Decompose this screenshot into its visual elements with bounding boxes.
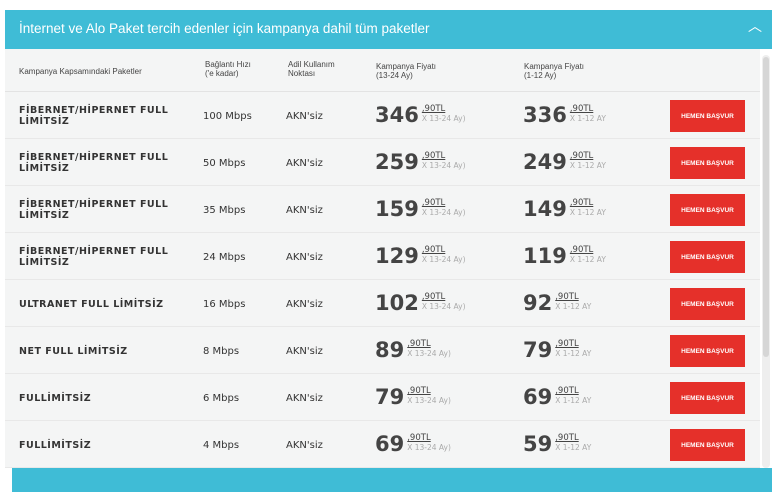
price-p2: 336,90TL X 1-12 AY xyxy=(523,103,606,127)
table-row: ULTRANET FULL LİMİTSİZ 16 Mbps AKN'siz 1… xyxy=(5,280,760,327)
chevron-up-icon[interactable]: ︿ xyxy=(748,18,762,34)
apply-button[interactable]: HEMEN BAŞVUR xyxy=(670,429,745,461)
speed: 35 Mbps xyxy=(203,205,246,216)
apply-button[interactable]: HEMEN BAŞVUR xyxy=(670,147,745,179)
price-p1: 69,90TL X 13-24 Ay) xyxy=(375,432,451,456)
akn: AKN'siz xyxy=(286,252,323,263)
col-price-1-12: Kampanya Fiyatı (1-12 Ay) xyxy=(524,62,585,80)
table-row: FULLİMİTSİZ 6 Mbps AKN'siz 79,90TL X 13-2… xyxy=(5,374,760,421)
package-name: FİBERNET/HİPERNET FULL LİMİTSİZ xyxy=(19,152,169,174)
akn: AKN'siz xyxy=(286,346,323,357)
speed: 24 Mbps xyxy=(203,252,246,263)
akn: AKN'siz xyxy=(286,205,323,216)
package-name: FULLİMİTSİZ xyxy=(19,393,92,404)
akn: AKN'siz xyxy=(286,440,323,451)
package-name: NET FULL LİMİTSİZ xyxy=(19,346,128,357)
price-p2: 149,90TL X 1-12 AY xyxy=(523,197,606,221)
table-row: FULLİMİTSİZ 4 Mbps AKN'siz 69,90TL X 13-2… xyxy=(5,421,760,468)
apply-button[interactable]: HEMEN BAŞVUR xyxy=(670,241,745,273)
col-package: Kampanya Kapsamındaki Paketler xyxy=(19,67,142,76)
price-p1: 89,90TL X 13-24 Ay) xyxy=(375,338,451,362)
price-p2: 119,90TL X 1-12 AY xyxy=(523,244,606,268)
price-p2: 69,90TL X 1-12 AY xyxy=(523,385,592,409)
col-akn: Adil Kullanım Noktası xyxy=(288,60,335,78)
speed: 50 Mbps xyxy=(203,158,246,169)
table-header: Kampanya Kapsamındaki Paketler Bağlantı … xyxy=(5,49,760,92)
table-row: FİBERNET/HİPERNET FULL LİMİTSİZ 35 Mbps … xyxy=(5,186,760,233)
package-name: FİBERNET/HİPERNET FULL LİMİTSİZ xyxy=(19,199,169,221)
apply-button[interactable]: HEMEN BAŞVUR xyxy=(670,194,745,226)
section-header[interactable]: İnternet ve Alo Paket tercih edenler içi… xyxy=(5,10,772,49)
package-name: FULLİMİTSİZ xyxy=(19,440,92,451)
speed: 4 Mbps xyxy=(203,440,240,451)
akn: AKN'siz xyxy=(286,299,323,310)
price-p1: 102,90TL X 13-24 Ay) xyxy=(375,291,466,315)
apply-button[interactable]: HEMEN BAŞVUR xyxy=(670,382,745,414)
price-p1: 159,90TL X 13-24 Ay) xyxy=(375,197,466,221)
speed: 8 Mbps xyxy=(203,346,240,357)
speed: 6 Mbps xyxy=(203,393,240,404)
table-row: FİBERNET/HİPERNET FULL LİMİTSİZ 50 Mbps … xyxy=(5,139,760,186)
price-p1: 259,90TL X 13-24 Ay) xyxy=(375,150,466,174)
table-row: FİBERNET/HİPERNET FULL LİMİTSİZ 24 Mbps … xyxy=(5,233,760,280)
price-p2: 249,90TL X 1-12 AY xyxy=(523,150,606,174)
section-title: İnternet ve Alo Paket tercih edenler içi… xyxy=(19,21,430,36)
packages-table: Kampanya Kapsamındaki Paketler Bağlantı … xyxy=(5,49,760,468)
price-p2: 92,90TL X 1-12 AY xyxy=(523,291,592,315)
price-p1: 129,90TL X 13-24 Ay) xyxy=(375,244,466,268)
scrollbar[interactable] xyxy=(762,55,770,468)
table-row: FİBERNET/HİPERNET FULL LİMİTSİZ 100 Mbps… xyxy=(5,92,760,139)
scrollbar-thumb[interactable] xyxy=(763,57,769,357)
speed: 16 Mbps xyxy=(203,299,246,310)
next-section-header[interactable] xyxy=(12,468,772,492)
akn: AKN'siz xyxy=(286,393,323,404)
package-name: FİBERNET/HİPERNET FULL LİMİTSİZ xyxy=(19,246,169,268)
package-name: FİBERNET/HİPERNET FULL LİMİTSİZ xyxy=(19,105,169,127)
speed: 100 Mbps xyxy=(203,111,252,122)
col-speed: Bağlantı Hızı ('e kadar) xyxy=(205,60,251,78)
apply-button[interactable]: HEMEN BAŞVUR xyxy=(670,335,745,367)
price-p2: 79,90TL X 1-12 AY xyxy=(523,338,592,362)
col-price-13-24: Kampanya Fiyatı (13-24 Ay) xyxy=(376,62,437,80)
akn: AKN'siz xyxy=(286,111,323,122)
price-p2: 59,90TL X 1-12 AY xyxy=(523,432,592,456)
apply-button[interactable]: HEMEN BAŞVUR xyxy=(670,100,745,132)
akn: AKN'siz xyxy=(286,158,323,169)
apply-button[interactable]: HEMEN BAŞVUR xyxy=(670,288,745,320)
price-p1: 79,90TL X 13-24 Ay) xyxy=(375,385,451,409)
table-row: NET FULL LİMİTSİZ 8 Mbps AKN'siz 89,90TL… xyxy=(5,327,760,374)
price-p1: 346,90TL X 13-24 Ay) xyxy=(375,103,466,127)
package-name: ULTRANET FULL LİMİTSİZ xyxy=(19,299,164,310)
